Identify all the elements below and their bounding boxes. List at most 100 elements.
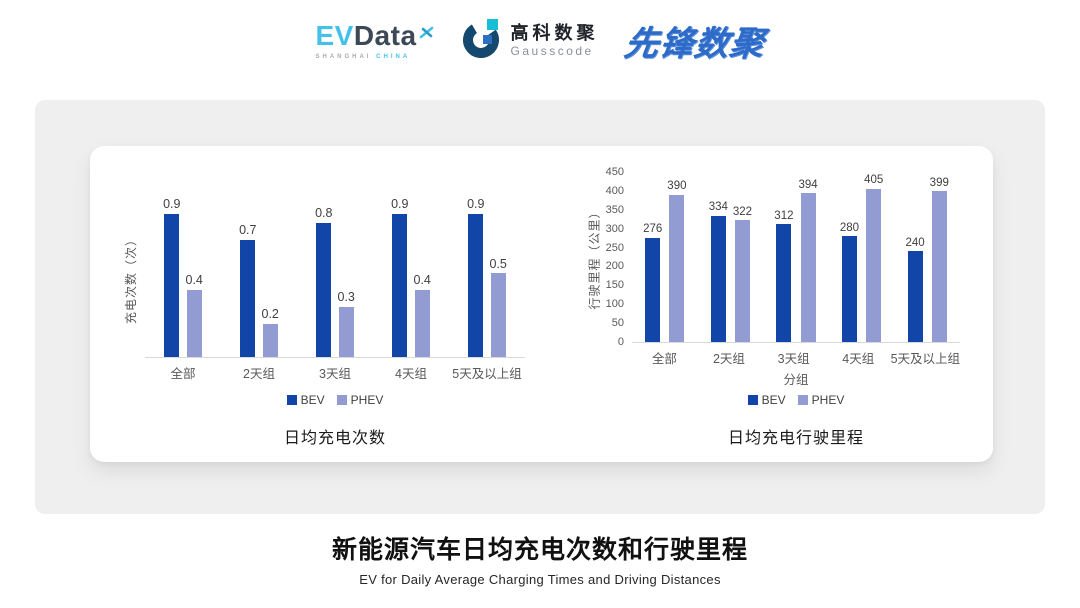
y-tick-label: 50 bbox=[611, 317, 624, 330]
bar-column: 0.7 bbox=[239, 198, 257, 357]
chart-daily-driving-distance: 行驶里程（公里） 0 50 100 150 200 250 300 350 400 450 276… bbox=[540, 146, 993, 462]
bar-bev bbox=[164, 213, 180, 357]
bar-column: 276 bbox=[643, 172, 662, 342]
evdata-china-text: CHINA bbox=[376, 53, 411, 60]
bar-group: 0.7 0.2 bbox=[221, 198, 297, 357]
bar-bev bbox=[316, 223, 332, 357]
category-label: 3天组 bbox=[777, 352, 810, 366]
category-label: 5天及以上组 bbox=[890, 352, 961, 366]
bar-bev bbox=[841, 236, 857, 342]
bar-column: 0.9 bbox=[467, 197, 485, 357]
legend-label: PHEV bbox=[350, 393, 384, 407]
y-tick-label: 300 bbox=[605, 222, 624, 235]
bar-column: 0.2 bbox=[262, 198, 279, 357]
category-label: 4天组 bbox=[395, 367, 427, 381]
bar-pair: 334 322 bbox=[709, 172, 752, 342]
bar-group: 312 394 bbox=[763, 172, 829, 342]
bar-value-label: 0.8 bbox=[315, 206, 333, 221]
bar-column: 0.8 bbox=[315, 198, 333, 357]
legend-label: PHEV bbox=[811, 393, 845, 407]
bar-pair: 0.9 0.4 bbox=[391, 197, 431, 357]
gausscode-en-text: Gausscode bbox=[510, 43, 594, 58]
bar-group: 280 405 bbox=[829, 172, 895, 342]
evdata-ev-text: EV bbox=[315, 19, 354, 51]
bar-value-label: 276 bbox=[643, 223, 663, 236]
y-tick-label: 200 bbox=[605, 260, 624, 273]
y-tick-label: 450 bbox=[605, 166, 624, 178]
y-tick-label: 0 bbox=[617, 336, 624, 348]
bar-value-label: 399 bbox=[929, 176, 949, 189]
y-axis-ticks: 0 50 100 150 200 250 300 350 400 450 bbox=[600, 167, 624, 348]
bar-value-label: 0.7 bbox=[239, 223, 257, 238]
bar-bev bbox=[776, 224, 792, 342]
bar-value-label: 390 bbox=[667, 180, 687, 193]
bar-phev bbox=[669, 194, 685, 342]
evdata-data-text: Data bbox=[353, 19, 417, 51]
bar-group: 240 399 bbox=[894, 172, 960, 342]
bar-bev bbox=[907, 251, 923, 342]
bar-bev bbox=[392, 213, 408, 357]
legend-item-bev: BEV bbox=[286, 393, 325, 407]
bar-column: 405 bbox=[864, 172, 883, 342]
legend-item-bev: BEV bbox=[747, 393, 786, 407]
bar-value-label: 0.5 bbox=[489, 256, 507, 271]
x-axis-label: 分组 bbox=[783, 373, 809, 387]
evdata-wordmark: EV Data bbox=[315, 19, 434, 51]
bar-phev bbox=[490, 273, 506, 357]
bar-column: 312 bbox=[774, 172, 793, 342]
chart-title: 日均充电次数 bbox=[283, 430, 386, 447]
category-label: 全部 bbox=[651, 352, 677, 366]
legend-item-phev: PHEV bbox=[797, 393, 845, 407]
bar-pair: 0.9 0.5 bbox=[467, 197, 507, 357]
bar-pair: 276 390 bbox=[643, 172, 686, 342]
bar-column: 0.4 bbox=[186, 198, 203, 357]
plot-area: 276 390 334 322 312 394 280 405 240 399 bbox=[632, 172, 960, 343]
legend: BEV PHEV bbox=[145, 393, 525, 407]
y-axis-label-wrap: 充电次数（次） bbox=[120, 198, 140, 358]
bar-phev bbox=[414, 290, 430, 357]
bar-value-label: 334 bbox=[708, 201, 728, 214]
bar-column: 0.9 bbox=[391, 197, 409, 357]
bar-value-label: 394 bbox=[798, 178, 818, 191]
bar-phev bbox=[186, 290, 202, 357]
bar-bev bbox=[645, 237, 661, 342]
bar-group: 0.9 0.5 bbox=[449, 197, 525, 357]
bar-value-label: 0.4 bbox=[185, 273, 203, 288]
bar-pair: 0.8 0.3 bbox=[315, 198, 355, 357]
y-tick-label: 100 bbox=[605, 298, 624, 311]
bar-phev bbox=[734, 220, 750, 342]
legend-swatch bbox=[286, 395, 297, 405]
bar-column: 0.9 bbox=[163, 197, 181, 357]
bar-bev bbox=[240, 239, 256, 357]
bar-pair: 312 394 bbox=[774, 172, 818, 342]
bar-column: 0.3 bbox=[338, 198, 355, 357]
bar-pair: 240 399 bbox=[905, 172, 949, 342]
caption-title: 新能源汽车日均充电次数和行驶里程 bbox=[331, 536, 748, 564]
bar-phev bbox=[800, 193, 816, 342]
y-tick-label: 250 bbox=[605, 241, 624, 254]
chart-title: 日均充电行驶里程 bbox=[727, 430, 864, 447]
bar-value-label: 312 bbox=[774, 209, 794, 222]
x-axis-categories: 全部 2天组 3天组 4天组 5天及以上组 bbox=[145, 363, 525, 382]
y-tick-label: 350 bbox=[605, 203, 624, 216]
bar-group: 334 322 bbox=[698, 172, 764, 342]
legend-item-phev: PHEV bbox=[336, 393, 384, 407]
bar-phev bbox=[931, 191, 947, 342]
y-tick-label: 400 bbox=[605, 184, 624, 197]
legend-swatch bbox=[336, 395, 347, 405]
bar-phev bbox=[262, 323, 278, 357]
chart-card: 充电次数（次） 0.9 0.4 0.7 0.2 0.8 0.3 0.9 0.4 0.9 0.5 全… bbox=[90, 146, 993, 462]
bar-column: 399 bbox=[930, 172, 949, 342]
legend-swatch bbox=[747, 395, 758, 405]
plot-area: 0.9 0.4 0.7 0.2 0.8 0.3 0.9 0.4 0.9 0.5 bbox=[145, 197, 525, 358]
legend: BEV PHEV bbox=[632, 393, 960, 407]
evdata-subtext: SHANGHAI CHINA bbox=[315, 54, 410, 60]
y-tick-label: 150 bbox=[605, 279, 624, 292]
bar-column: 240 bbox=[905, 172, 925, 342]
chart-daily-charging-times: 充电次数（次） 0.9 0.4 0.7 0.2 0.8 0.3 0.9 0.4 0.9 0.5 全… bbox=[90, 146, 540, 462]
evdata-shanghai-text: SHANGHAI bbox=[315, 53, 372, 60]
bar-column: 0.4 bbox=[414, 198, 431, 357]
bar-value-label: 0.3 bbox=[337, 290, 355, 305]
bar-phev bbox=[338, 306, 354, 357]
bar-column: 394 bbox=[798, 172, 818, 342]
